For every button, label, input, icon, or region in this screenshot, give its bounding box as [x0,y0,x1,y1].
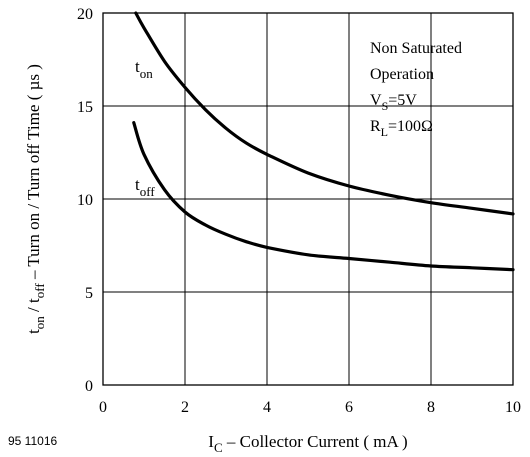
y-tick-label-4: 20 [77,6,93,23]
series-label-ton: ton [135,57,153,81]
x-axis-label: IC – Collector Current ( mA ) [208,432,407,455]
x-tick-label-5: 10 [505,399,521,416]
x-tick-label-0: 0 [99,399,107,416]
annotation-line-2: Operation [370,66,434,83]
conditions-annotation: Non Saturated Operation VS=5V RL=100Ω [370,40,462,139]
series-toff-line [132,121,515,272]
x-tick-labels: 0 2 4 6 8 10 [99,399,521,416]
x-tick-label-1: 2 [181,399,189,416]
grid [103,13,513,385]
y-tick-label-0: 0 [85,378,93,395]
y-tick-label-3: 15 [77,99,93,116]
y-tick-label-1: 5 [85,285,93,302]
x-tick-label-2: 4 [263,399,271,416]
x-tick-label-3: 6 [345,399,353,416]
annotation-line-1: Non Saturated [370,40,462,57]
annotation-line-3: VS=5V [370,92,417,113]
y-axis-label: ton / toff – Turn on / Turn off Time ( µ… [24,64,47,334]
series-lines [132,11,515,272]
series-label-toff: toff [135,175,155,199]
x-tick-label-4: 8 [427,399,435,416]
document-id: 95 11016 [8,434,57,448]
plot-frame [102,12,514,386]
y-tick-labels: 0 5 10 15 20 [77,6,93,395]
y-tick-label-2: 10 [77,192,93,209]
annotation-line-4: RL=100Ω [370,118,433,139]
series-ton-line [134,11,515,216]
